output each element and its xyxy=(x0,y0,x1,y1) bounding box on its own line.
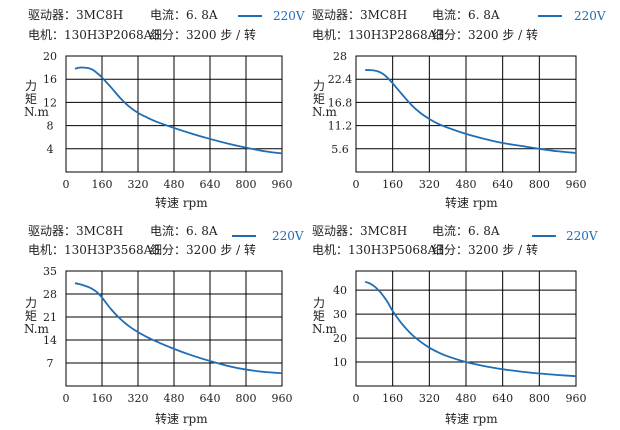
x-tick-label: 0 xyxy=(63,178,70,191)
chart-panel-4: 驱动器：3MC8H 电流：6. 8A 电机：130H3P5068A3 细分：32… xyxy=(310,215,620,430)
x-tick-label: 160 xyxy=(92,392,113,405)
x-tick-label: 320 xyxy=(419,178,440,191)
x-axis-label: 转速 rpm xyxy=(155,196,208,210)
x-tick-label: 640 xyxy=(200,178,221,191)
torque-curve-220V xyxy=(74,66,283,155)
chart-plot: 0 160 320 480 640 800 960 7 14 21 28 35 xyxy=(43,265,293,405)
legend-line xyxy=(238,15,262,17)
y-tick-label: 28 xyxy=(43,288,57,301)
y-tick-label: 22.4 xyxy=(328,73,353,86)
x-tick-label: 480 xyxy=(164,392,185,405)
current-label: 电流：6. 8A xyxy=(150,8,218,22)
subdivision-label: 细分：3200 步 / 转 xyxy=(432,243,539,257)
x-tick-label: 480 xyxy=(164,178,185,191)
chart-plot: 0 160 320 480 640 800 960 10 20 30 40 xyxy=(333,270,587,405)
motor-label: 电机：130H3P3568A3 xyxy=(28,243,160,257)
current-label: 电流：6. 8A xyxy=(432,224,500,238)
y-tick-label: 4 xyxy=(47,143,54,156)
legend-label: 220V xyxy=(566,229,598,243)
chart-panel-1: 驱动器：3MC8H 电流：6. 8A 电机：130H3P2068A3 细分：32… xyxy=(0,0,310,215)
motor-label: 电机：130H3P5068A3 xyxy=(312,243,444,257)
subdivision-label: 细分：3200 步 / 转 xyxy=(432,28,539,42)
x-tick-label: 160 xyxy=(92,178,113,191)
y-tick-label: 5.6 xyxy=(331,143,349,156)
x-tick-label: 640 xyxy=(492,178,513,191)
x-tick-label: 800 xyxy=(529,392,550,405)
y-tick-label: 20 xyxy=(333,332,347,345)
x-tick-label: 960 xyxy=(566,392,587,405)
subdivision-label: 细分：3200 步 / 转 xyxy=(150,243,257,257)
x-tick-label: 480 xyxy=(456,178,477,191)
torque-curve-220V xyxy=(74,282,283,375)
y-tick-label: 20 xyxy=(43,50,57,63)
y-tick-label: 11.2 xyxy=(328,120,353,133)
x-tick-label: 800 xyxy=(236,392,257,405)
torque-curve-220V xyxy=(364,280,577,378)
x-axis-label: 转速 rpm xyxy=(155,412,208,426)
x-tick-label: 320 xyxy=(128,392,149,405)
x-axis-label: 转速 rpm xyxy=(445,196,498,210)
legend-line xyxy=(232,235,256,237)
x-tick-label: 0 xyxy=(353,178,360,191)
legend-label: 220V xyxy=(273,9,305,23)
y-tick-label: 7 xyxy=(47,357,54,370)
y-tick-label: 12 xyxy=(43,96,57,109)
chart-panel-2: 驱动器：3MC8H 电流：6. 8A 电机：130H3P2868A3 细分：32… xyxy=(310,0,620,215)
legend-label: 220V xyxy=(574,9,606,23)
y-tick-label: 21 xyxy=(43,311,57,324)
x-tick-label: 160 xyxy=(382,178,403,191)
y-tick-label: 16 xyxy=(43,73,57,86)
current-label: 电流：6. 8A xyxy=(432,8,500,22)
torque-curve-220V xyxy=(365,69,577,154)
motor-label: 电机：130H3P2068A3 xyxy=(28,28,160,42)
motor-label: 电机：130H3P2868A3 xyxy=(312,28,444,42)
y-tick-label: 14 xyxy=(43,334,57,347)
chart-plot: 0 160 320 480 640 800 960 4 8 12 16 20 xyxy=(43,50,293,191)
x-tick-label: 640 xyxy=(200,392,221,405)
driver-label: 驱动器：3MC8H xyxy=(312,224,408,238)
chart-panel-3: 驱动器：3MC8H 电流：6. 8A 电机：130H3P3568A3 细分：32… xyxy=(0,215,310,430)
driver-label: 驱动器：3MC8H xyxy=(312,8,408,22)
y-tick-label: 16.8 xyxy=(328,96,353,109)
legend-line xyxy=(538,15,562,17)
legend-label: 220V xyxy=(272,229,304,243)
x-tick-label: 800 xyxy=(236,178,257,191)
y-tick-label: 35 xyxy=(43,265,57,278)
x-tick-label: 960 xyxy=(272,392,293,405)
driver-label: 驱动器：3MC8H xyxy=(28,8,124,22)
driver-label: 驱动器：3MC8H xyxy=(28,224,124,238)
legend-line xyxy=(532,235,556,237)
current-label: 电流：6. 8A xyxy=(150,224,218,238)
x-tick-label: 960 xyxy=(272,178,293,191)
x-tick-label: 0 xyxy=(353,392,360,405)
chart-plot: 0 160 320 480 640 800 960 5.6 11.2 16.8 22.4 28 xyxy=(328,50,587,191)
x-tick-label: 0 xyxy=(63,392,70,405)
y-tick-label: 28 xyxy=(333,50,347,63)
x-tick-label: 960 xyxy=(566,178,587,191)
x-tick-label: 160 xyxy=(382,392,403,405)
x-axis-label: 转速 rpm xyxy=(445,412,498,426)
x-tick-label: 640 xyxy=(492,392,513,405)
x-tick-label: 800 xyxy=(529,178,550,191)
y-tick-label: 8 xyxy=(47,120,54,133)
subdivision-label: 细分：3200 步 / 转 xyxy=(150,28,257,42)
y-tick-label: 40 xyxy=(333,284,347,297)
y-tick-label: 10 xyxy=(333,356,347,369)
x-tick-label: 320 xyxy=(128,178,149,191)
x-tick-label: 480 xyxy=(456,392,477,405)
y-tick-label: 30 xyxy=(333,308,347,321)
x-tick-label: 320 xyxy=(419,392,440,405)
